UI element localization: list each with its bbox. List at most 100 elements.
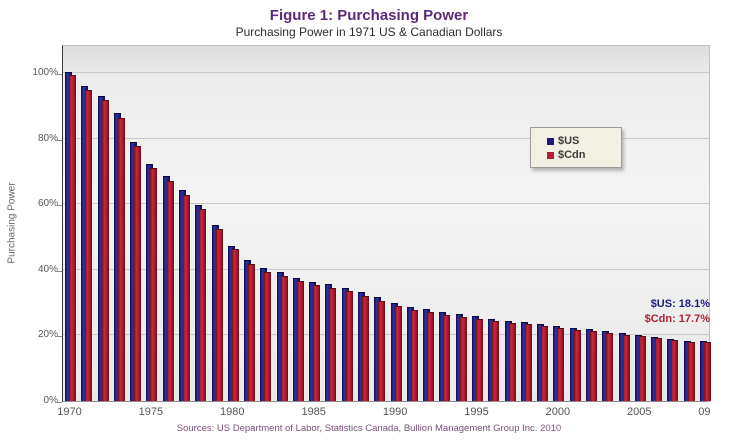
- bar-cdn-1982: [264, 272, 272, 401]
- bar-us-1985: [309, 281, 317, 401]
- bar-cdn-1992: [427, 312, 435, 401]
- x-tick-label-1995: 1995: [464, 406, 489, 418]
- bar-us-1997: [504, 320, 512, 401]
- legend-swatch-icon: [547, 137, 554, 145]
- bar-us-1999: [537, 323, 545, 401]
- bar-cdn-1991: [410, 309, 418, 401]
- bar-cdn-1989: [378, 300, 386, 401]
- y-tick-mark: [57, 402, 62, 403]
- bar-cdn-1975: [150, 167, 158, 401]
- gridline-40: [63, 268, 709, 270]
- bar-us-1986: [325, 283, 333, 401]
- bar-us-1993: [439, 311, 447, 401]
- bar-cdn-1971: [85, 89, 93, 401]
- bar-cdn-2005: [638, 336, 646, 401]
- x-tick-label-1975: 1975: [138, 406, 164, 418]
- bar-cdn-1994: [459, 316, 467, 401]
- bar-us-1998: [520, 321, 528, 401]
- bar-us-2004: [618, 332, 626, 401]
- bar-us-1974: [130, 141, 138, 401]
- bar-us-1989: [374, 297, 382, 401]
- bar-us-1981: [244, 259, 252, 401]
- y-tick-label: 60%: [37, 198, 58, 210]
- bar-us-2003: [602, 330, 610, 401]
- bar-us-2005: [634, 334, 642, 401]
- bar-us-2006: [651, 337, 659, 401]
- x-tick-label-1980: 1980: [220, 406, 245, 418]
- bar-cdn-1984: [296, 281, 304, 401]
- final-value-annotations: $US: 18.1% $Cdn: 17.7%: [645, 297, 710, 327]
- bar-cdn-1998: [524, 324, 532, 401]
- bar-cdn-1983: [280, 276, 288, 401]
- bar-us-1988: [358, 292, 366, 401]
- bar-cdn-2001: [573, 330, 581, 401]
- bar-us-1996: [488, 319, 496, 401]
- bar-cdn-2002: [589, 331, 597, 401]
- x-tick-label-2005: 2005: [627, 406, 652, 418]
- bar-us-1994: [455, 314, 463, 401]
- x-tick-label-2009: 09: [698, 406, 711, 418]
- bar-us-2007: [667, 338, 675, 401]
- chart-subtitle: Purchasing Power in 1971 US & Canadian D…: [235, 25, 503, 39]
- legend-label: $US: [558, 135, 580, 147]
- annotation-1: $Cdn: 17.7%: [644, 313, 710, 325]
- bar-us-1979: [211, 224, 219, 401]
- bar-us-1973: [113, 113, 121, 401]
- plot-area: [62, 45, 711, 402]
- gridline-20: [63, 334, 709, 336]
- bar-us-2009: [699, 340, 707, 401]
- bar-us-1977: [178, 190, 186, 401]
- bar-us-1971: [81, 85, 89, 401]
- bar-cdn-1979: [215, 229, 223, 401]
- x-axis-labels: 1970 1975 1980 1985 1990 1995 2000 2005 09: [57, 406, 710, 420]
- bar-us-1978: [195, 204, 203, 401]
- bar-cdn-1986: [329, 287, 337, 401]
- x-tick-label-1985: 1985: [301, 406, 326, 418]
- bar-cdn-2006: [655, 338, 663, 401]
- y-tick-label: 80%: [37, 132, 58, 144]
- bar-cdn-2009: [703, 341, 711, 401]
- bar-us-2000: [553, 326, 561, 401]
- bar-us-1970: [65, 72, 72, 401]
- bar-cdn-1978: [199, 209, 207, 401]
- bar-cdn-2004: [622, 334, 630, 401]
- y-tick-label: 0%: [43, 395, 58, 406]
- source-text: Sources: US Department of Labor, Statist…: [176, 423, 562, 434]
- x-tick-label-1970: 1970: [57, 406, 82, 418]
- bar-cdn-2007: [671, 340, 679, 401]
- legend-item-Cdn: $Cdn: [547, 148, 621, 162]
- bar-cdn-2000: [557, 328, 565, 401]
- gridline-100: [63, 72, 709, 73]
- bar-us-1980: [227, 245, 235, 401]
- bar-us-2001: [569, 328, 577, 401]
- x-tick-label-2000: 2000: [545, 406, 571, 418]
- gridline-60: [63, 203, 709, 205]
- x-tick-label-1990: 1990: [382, 406, 408, 418]
- y-axis-labels: 0% 20% 40% 60% 80% 100%: [18, 45, 58, 406]
- y-tick-mark: [57, 270, 62, 272]
- bar-cdn-1970: [69, 75, 76, 401]
- legend-item-US: $US: [547, 134, 621, 148]
- bar-cdn-1976: [166, 180, 174, 401]
- bar-us-1987: [341, 287, 349, 401]
- chart-title: Figure 1: Purchasing Power: [269, 7, 469, 24]
- bar-cdn-1996: [492, 321, 500, 401]
- bar-us-1992: [423, 309, 431, 401]
- y-tick-mark: [57, 336, 62, 338]
- y-tick-label: 100%: [32, 67, 58, 78]
- bar-cdn-1995: [476, 319, 483, 401]
- bar-cdn-2003: [606, 332, 614, 401]
- bar-cdn-1985: [313, 285, 321, 401]
- bar-us-1995: [472, 316, 479, 401]
- bar-us-1972: [97, 95, 105, 401]
- bar-us-2002: [585, 329, 593, 401]
- y-tick-label: 40%: [37, 263, 58, 275]
- bar-us-1976: [162, 176, 170, 401]
- bar-cdn-1988: [362, 295, 370, 401]
- bar-cdn-1999: [541, 325, 549, 401]
- bar-us-1983: [276, 272, 284, 401]
- y-tick-mark: [57, 139, 62, 141]
- bar-cdn-2008: [687, 342, 695, 401]
- bar-cdn-1974: [134, 146, 142, 401]
